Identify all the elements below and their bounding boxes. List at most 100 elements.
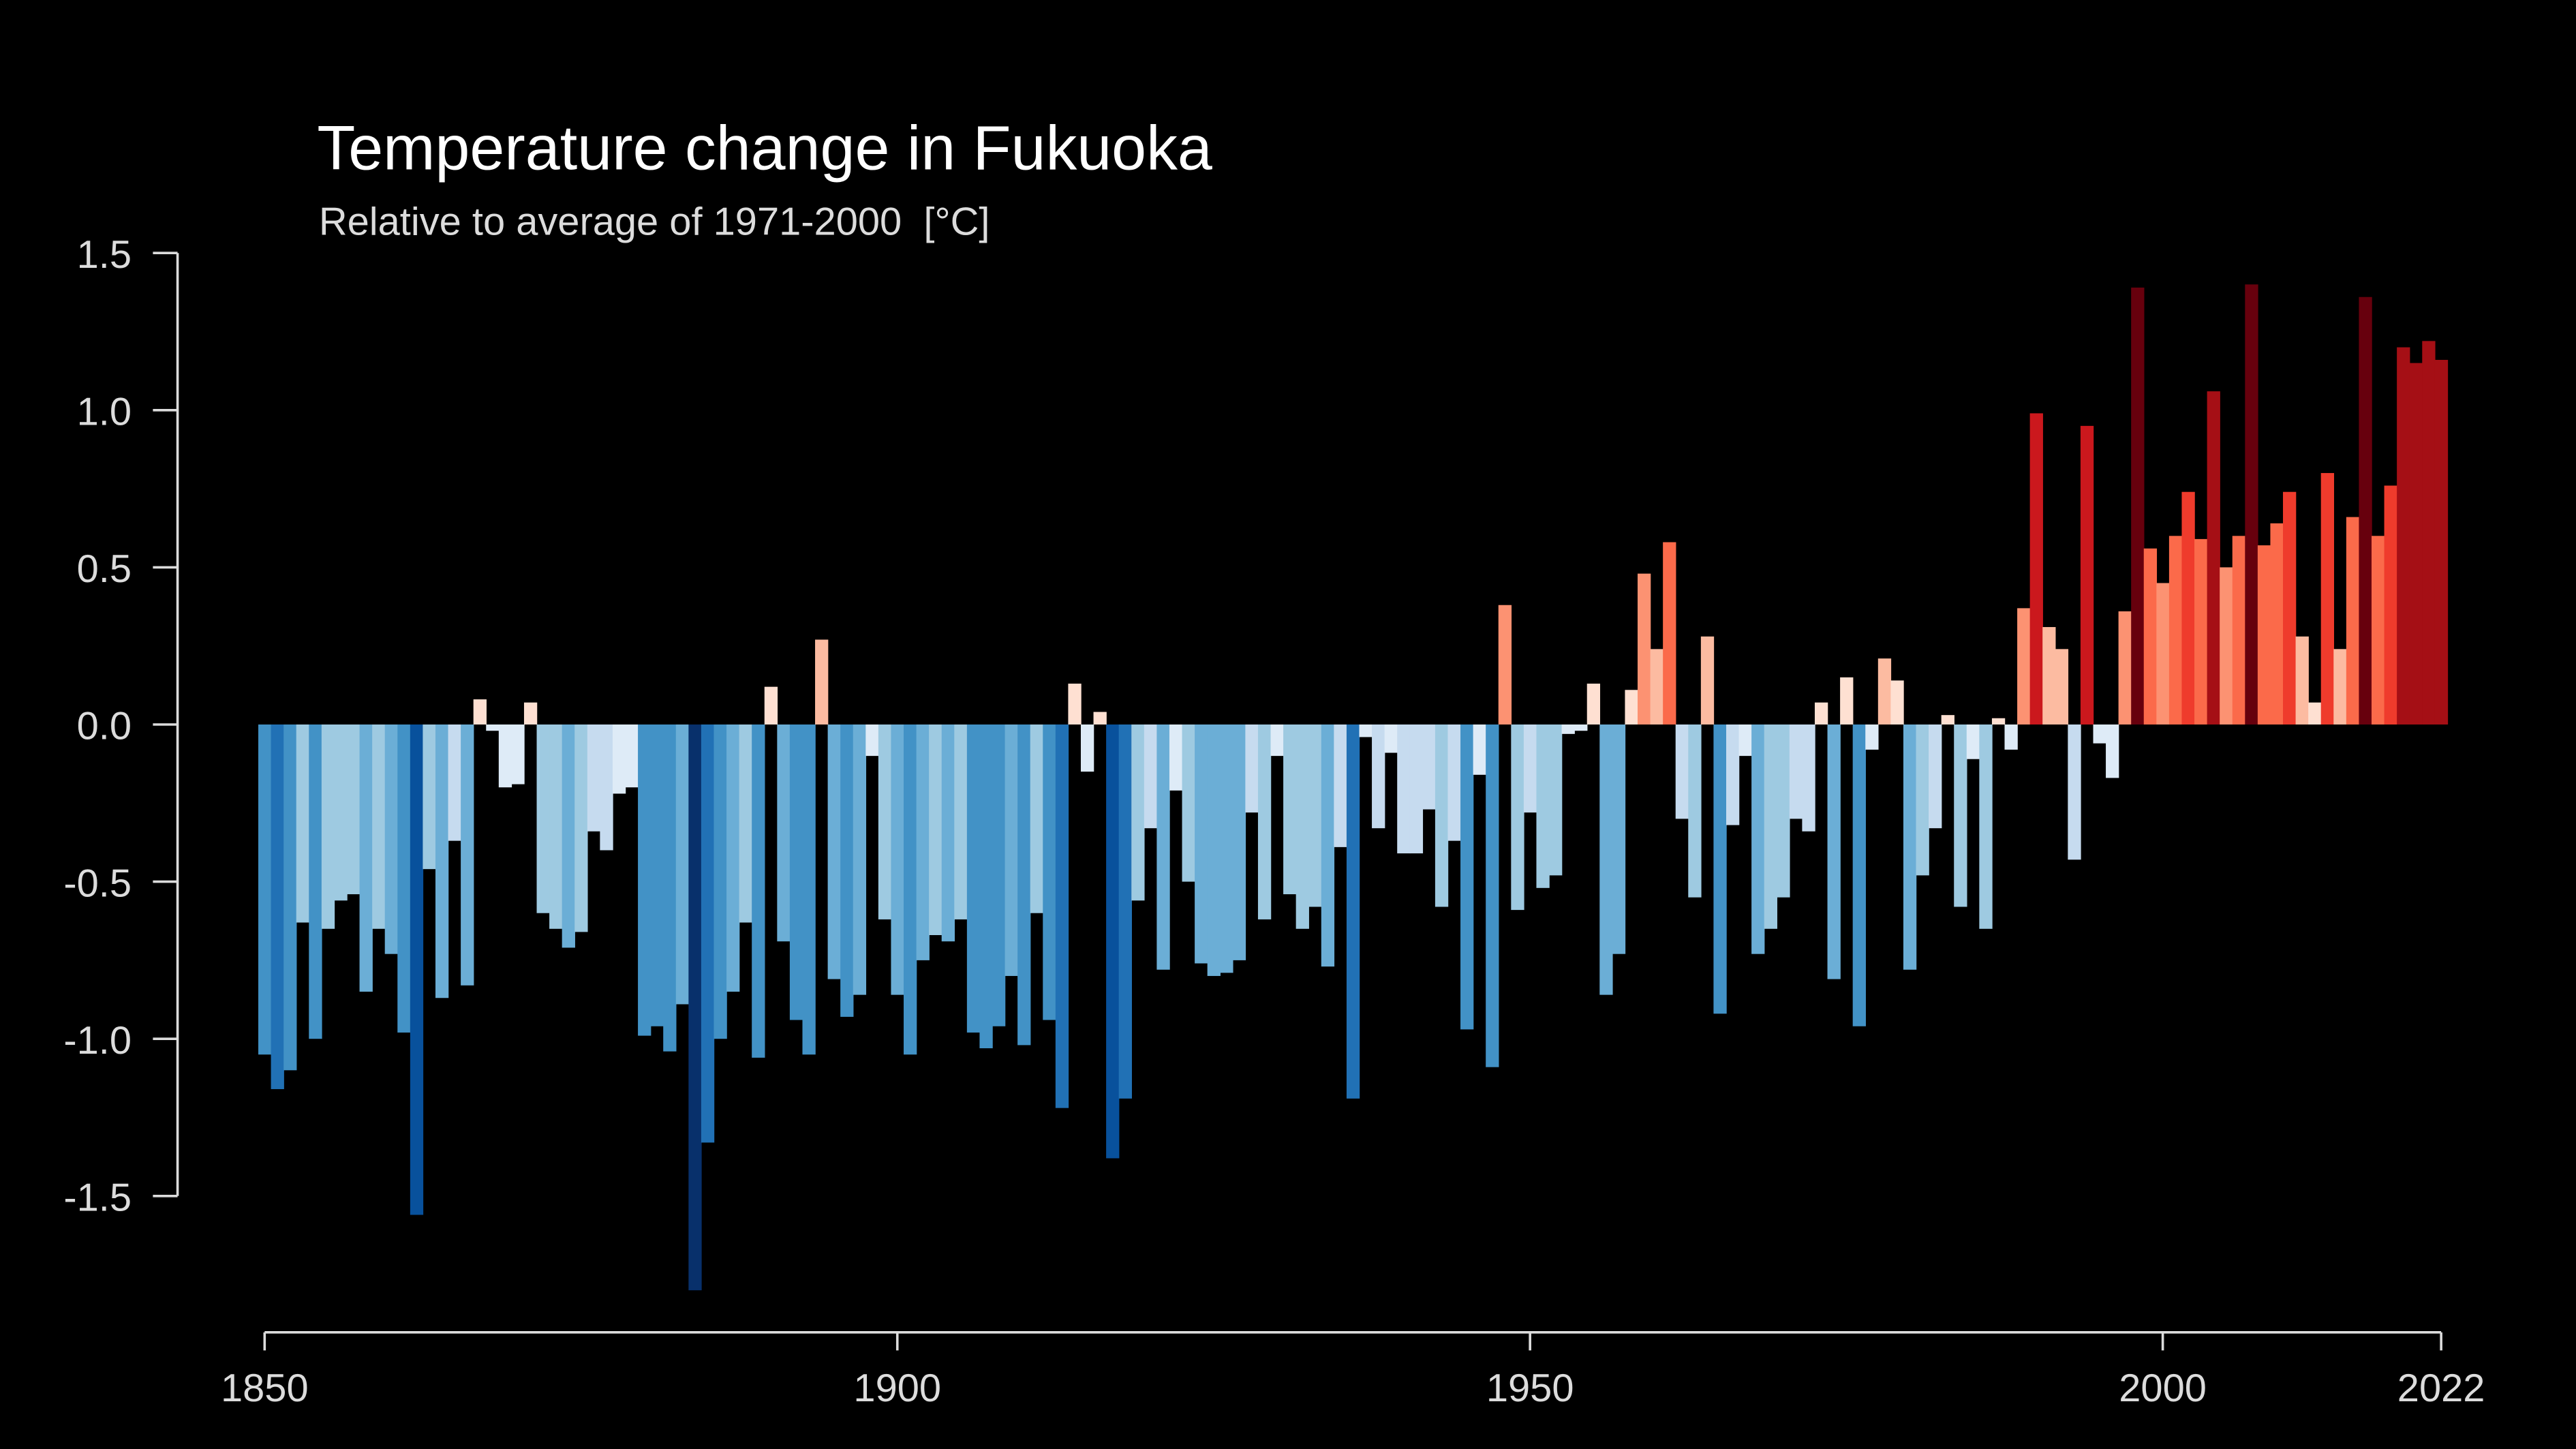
bar (2080, 425, 2094, 724)
bar (2308, 702, 2322, 724)
bar (2156, 583, 2170, 724)
bar (461, 724, 474, 986)
bar (2257, 545, 2271, 724)
bar (283, 724, 297, 1071)
bar (2409, 363, 2423, 724)
bar (612, 724, 626, 794)
bar (1334, 724, 1347, 847)
bar (1473, 724, 1486, 775)
bar (2422, 341, 2436, 724)
bar (1802, 724, 1815, 832)
bar (321, 724, 335, 929)
bar (1195, 724, 1208, 964)
bar (2333, 649, 2347, 724)
bar (865, 724, 879, 757)
bar (2131, 287, 2145, 724)
bar (714, 724, 727, 1039)
bar (1068, 684, 1082, 724)
bar (1346, 724, 1360, 1099)
bar (1118, 724, 1132, 1099)
bar (1561, 724, 1575, 734)
bar (410, 724, 424, 1215)
bar (1017, 724, 1031, 1046)
bar (1384, 724, 1398, 753)
bar (1295, 724, 1309, 929)
bar (1486, 724, 1499, 1067)
bar (1372, 724, 1385, 829)
bar (1726, 724, 1740, 825)
bar (1625, 690, 1638, 724)
bar (1941, 715, 1954, 724)
bar (1929, 724, 1942, 829)
bar (1144, 724, 1158, 829)
x-tick-label: 2022 (2397, 1367, 2485, 1410)
bar (1397, 724, 1411, 854)
bar (1321, 724, 1335, 967)
bar (1586, 684, 1601, 724)
bar (2068, 724, 2081, 860)
bar (1523, 724, 1537, 813)
y-tick-label: 1.0 (77, 390, 132, 433)
bar (2270, 523, 2284, 724)
bar (2017, 608, 2031, 724)
bar (1663, 542, 1676, 724)
bar (701, 724, 715, 1143)
x-tick-label: 1900 (853, 1367, 941, 1410)
bar (562, 724, 575, 948)
x-tick-label: 1850 (221, 1367, 309, 1410)
y-tick-label: -0.5 (63, 861, 132, 905)
bar (536, 724, 550, 913)
bar (904, 724, 917, 1055)
bar (2004, 724, 2018, 750)
bar (1409, 724, 1424, 854)
bar (1966, 724, 1980, 759)
bar (1827, 724, 1841, 979)
bar (346, 724, 361, 895)
bar (2029, 413, 2043, 724)
bar (2245, 284, 2258, 724)
bar (840, 724, 854, 1017)
bar (966, 724, 981, 1033)
bar (853, 724, 867, 995)
bar (1257, 724, 1272, 919)
bar (815, 639, 829, 724)
bar (258, 724, 272, 1055)
bar (2194, 538, 2208, 724)
bar (777, 724, 791, 942)
bar (726, 724, 740, 992)
bar (1359, 724, 1373, 737)
bar (1549, 724, 1563, 876)
bar (1777, 724, 1790, 898)
x-tick-label: 1950 (1486, 1367, 1574, 1410)
bar (2042, 627, 2056, 724)
bar (954, 724, 968, 919)
y-tick-label: -1.0 (63, 1019, 132, 1063)
bar (764, 686, 778, 724)
bar (309, 724, 322, 1039)
bar (1435, 724, 1449, 907)
bar (1574, 724, 1588, 731)
bar (498, 724, 512, 788)
bar (359, 724, 373, 992)
bar (2320, 473, 2335, 724)
bar (511, 724, 525, 784)
bar (1131, 724, 1145, 901)
bar (271, 724, 284, 1089)
bar (2106, 724, 2119, 778)
bar (891, 724, 904, 995)
bar (1979, 724, 1993, 929)
bar (688, 724, 702, 1291)
bar (979, 724, 993, 1049)
bar (1536, 724, 1550, 888)
bar (1207, 724, 1221, 976)
bar (2181, 491, 2195, 724)
bar (1169, 724, 1183, 791)
bar (1030, 724, 1044, 913)
bar (929, 724, 942, 936)
bar (2283, 491, 2297, 724)
bar (2371, 536, 2385, 724)
bar (2384, 485, 2397, 724)
bar (1840, 677, 1854, 724)
bar (2434, 360, 2449, 724)
